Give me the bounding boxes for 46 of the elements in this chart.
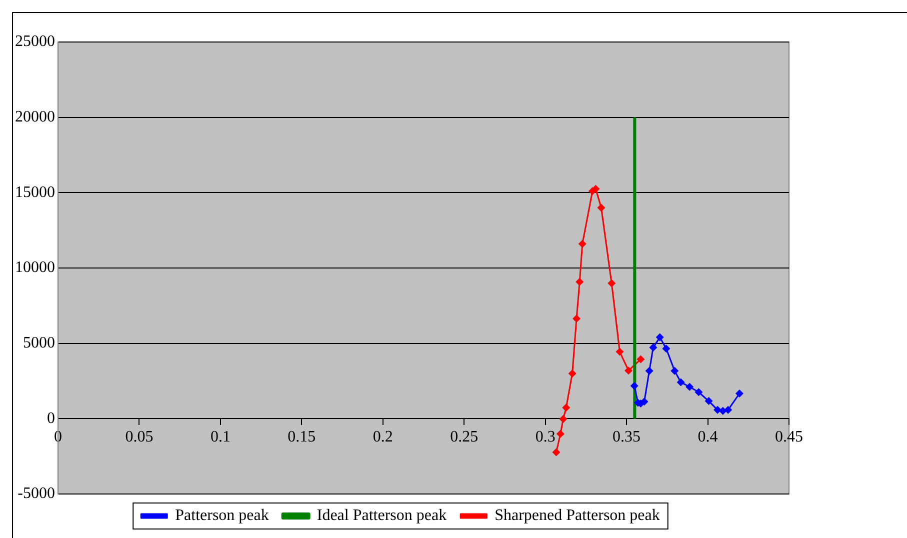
y-tick-label: 25000	[15, 33, 55, 50]
point	[645, 366, 654, 375]
x-tick-label: 0.25	[450, 428, 478, 446]
point	[735, 390, 744, 398]
point	[704, 397, 713, 406]
point	[724, 406, 732, 414]
point	[630, 382, 638, 390]
point	[597, 204, 606, 212]
y-tick-label: -5000	[18, 485, 55, 502]
x-tick-label: 0.05	[125, 428, 154, 446]
y-tick-label: 10000	[15, 259, 55, 276]
point	[662, 344, 670, 353]
point	[686, 382, 694, 391]
point	[568, 369, 576, 378]
x-tick-label: 0.45	[775, 428, 803, 446]
y-tick-label: 20000	[15, 108, 55, 126]
point	[616, 348, 624, 356]
point	[656, 333, 664, 342]
point	[670, 366, 679, 375]
point	[624, 366, 633, 375]
point	[562, 404, 570, 412]
y-tick-label: 15000	[15, 184, 55, 201]
point	[694, 388, 703, 396]
legend-label: Sharpened Patterson peak	[494, 507, 660, 524]
point	[559, 414, 568, 423]
point	[608, 279, 616, 288]
y-tick-label: 0	[47, 410, 55, 427]
point	[649, 344, 658, 352]
point	[578, 240, 586, 248]
x-tick-label: 0.1	[210, 428, 230, 446]
x-tick-label: 0.4	[698, 428, 718, 446]
point	[552, 448, 560, 456]
x-tick-label: 0.3	[535, 428, 556, 446]
legend-label: Patterson peak	[175, 507, 269, 524]
y-tick-label: 5000	[23, 334, 55, 352]
point	[592, 184, 600, 193]
x-tick-label: 0.2	[372, 428, 393, 446]
x-tick-label: 0.15	[288, 428, 316, 446]
point	[636, 355, 645, 364]
point	[714, 406, 722, 414]
legend-label: Ideal Patterson peak	[316, 507, 447, 524]
x-tick-label: 0.35	[612, 428, 641, 446]
point	[556, 430, 564, 438]
point	[676, 378, 685, 386]
point	[572, 314, 581, 323]
point	[576, 278, 584, 286]
